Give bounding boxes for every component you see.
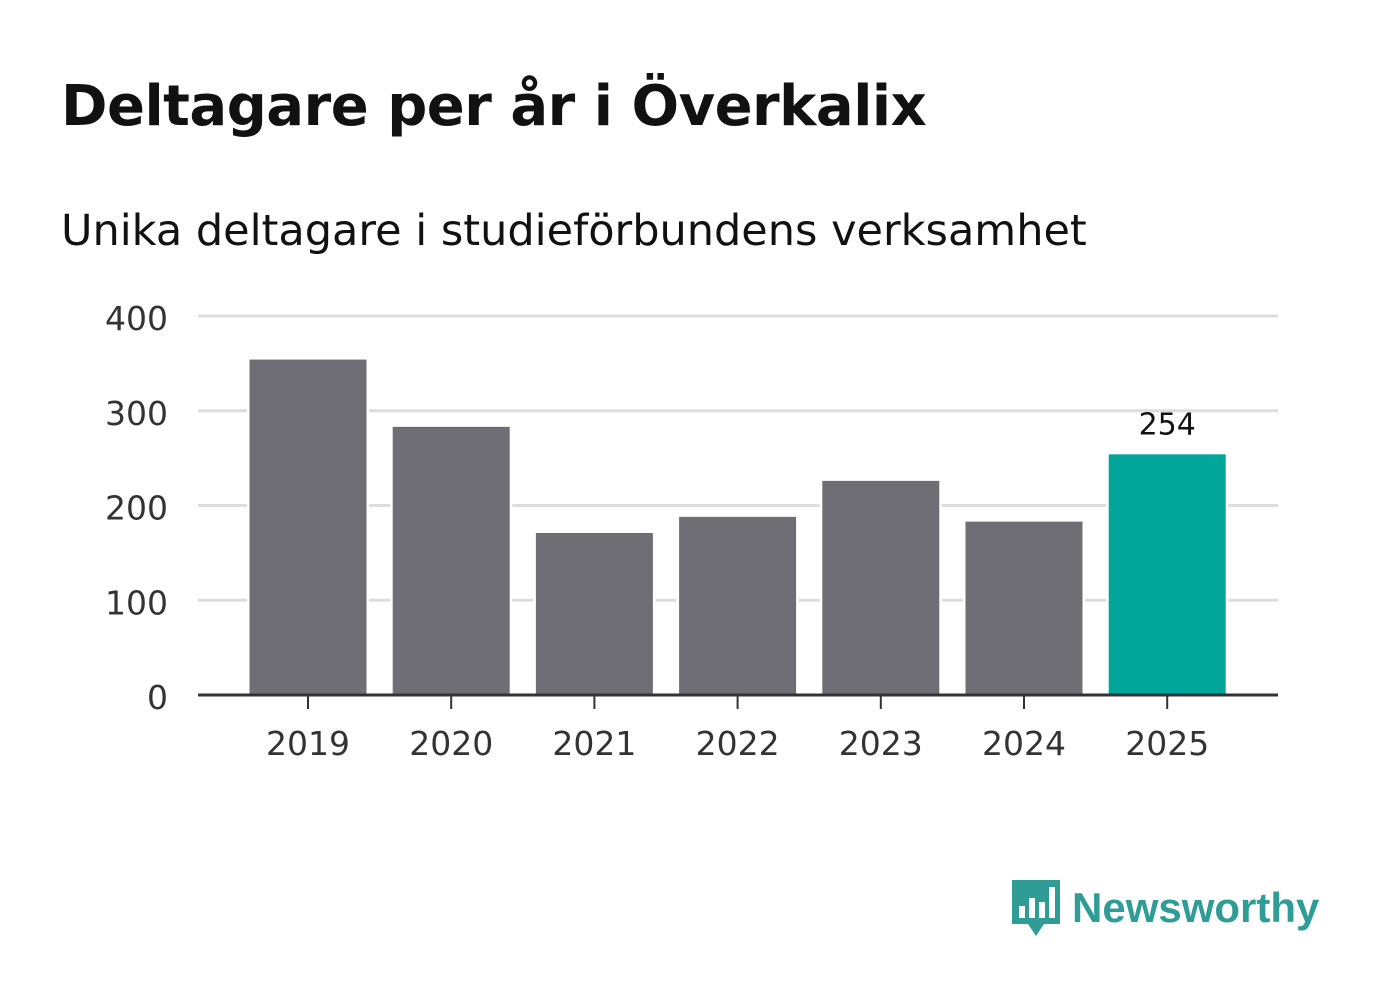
y-tick-label: 300 <box>105 394 168 433</box>
data-label-highlight: 254 <box>1139 407 1196 442</box>
logo-text: Newsworthy <box>1072 884 1320 931</box>
bar-2021 <box>533 530 656 698</box>
bar-2022 <box>676 514 799 698</box>
y-tick-label: 0 <box>147 678 168 717</box>
x-tick-label: 2024 <box>982 724 1066 763</box>
x-tick-label: 2020 <box>409 724 493 763</box>
bar-2025 <box>1106 451 1229 698</box>
y-tick-label: 200 <box>105 489 168 528</box>
chart-subtitle: Unika deltagare i studieförbundens verks… <box>61 206 1087 256</box>
bar-2024 <box>963 519 1085 698</box>
bar-2019 <box>247 357 369 698</box>
x-tick-label: 2022 <box>696 724 780 763</box>
bar-2020 <box>390 424 513 698</box>
x-tick-label: 2021 <box>552 724 636 763</box>
y-tick-label: 100 <box>105 583 168 622</box>
bar-chart-speech-bubble-icon <box>1012 880 1060 936</box>
bar-2023 <box>819 478 942 698</box>
newsworthy-logo: Newsworthy <box>1010 878 1319 938</box>
y-tick-label: 400 <box>105 299 168 338</box>
x-tick-label: 2019 <box>266 724 350 763</box>
x-tick-label: 2025 <box>1125 724 1209 763</box>
x-tick-label: 2023 <box>839 724 923 763</box>
chart-title: Deltagare per år i Överkalix <box>61 74 927 139</box>
